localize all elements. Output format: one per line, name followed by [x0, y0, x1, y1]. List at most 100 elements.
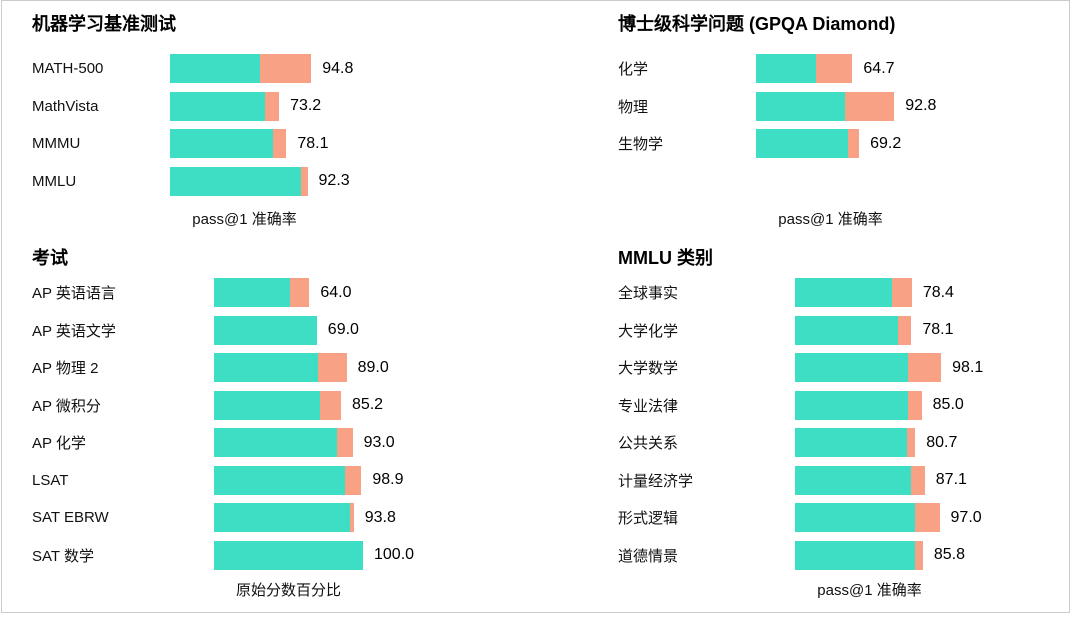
panel-ml-benchmarks: 机器学习基准测试 MATH-500 94.8 MathVista 73.2 MMMU 78… — [32, 13, 472, 235]
bar-segment-base — [170, 91, 266, 121]
axis-label: 原始分数百分比 — [235, 582, 341, 599]
bar-segment-base — [756, 91, 846, 121]
category-label: 大学数学 — [618, 360, 679, 377]
category-label: 计量经济学 — [618, 472, 694, 490]
bar-segment-gain — [914, 540, 923, 570]
bar-track: 69.0 — [214, 315, 363, 345]
bar-track: 78.4 — [795, 278, 954, 307]
category-label: MMMU — [32, 135, 81, 152]
bar-row: 计量经济学 87.1 — [618, 465, 967, 495]
bar-value-label: 94.8 — [322, 59, 354, 77]
bar-track: 98.9 — [214, 465, 404, 495]
bar-segment-gain — [892, 278, 912, 307]
bar-track: 100.0 — [214, 540, 414, 570]
panel-mmlu-categories: MMLU 类别 全球事实 78.4 大学化学 78.1 大学数学 98.1 专业法律 85.0… — [618, 247, 1058, 601]
bar-row: AP 化学 93.0 — [32, 428, 395, 457]
bar-segment-base — [214, 428, 338, 457]
bar-track: 89.0 — [214, 353, 389, 382]
bar-value-label: 64.7 — [863, 59, 895, 77]
bar-value-label: 69.0 — [327, 321, 359, 338]
bar-segment-gain — [349, 503, 354, 532]
bar-rows: AP 英语语言 64.0 AP 英语文学 69.0 AP 物理 2 89.0 AP 微积分 8… — [32, 278, 414, 578]
axis-label: pass@1 准确率 — [817, 582, 922, 599]
bar-row: 道德情景 85.8 — [618, 540, 965, 570]
axis-label: pass@1 准确率 — [778, 211, 883, 228]
bar-segment-gain — [911, 465, 925, 495]
bar-track: 92.8 — [756, 91, 936, 121]
category-label: MMLU — [32, 172, 77, 190]
panel-title: MMLU 类别 — [618, 248, 713, 268]
bar-row: 物理 92.8 — [618, 91, 936, 121]
bar-segment-base — [795, 278, 893, 307]
bar-segment-base — [170, 129, 273, 158]
bar-row: MATH-500 94.8 — [32, 54, 353, 83]
bar-segment-gain — [816, 54, 853, 83]
category-label: AP 微积分 — [32, 397, 101, 415]
category-label: 公共关系 — [618, 435, 679, 452]
category-label: 物理 — [618, 98, 649, 116]
bar-rows: 化学 64.7 物理 92.8 生物学 69.2 — [618, 54, 936, 167]
bar-row: MathVista 73.2 — [32, 91, 322, 121]
bar-segment-base — [214, 390, 321, 420]
panel-title: 机器学习基准测试 — [32, 14, 176, 34]
category-label: LSAT — [32, 471, 69, 489]
bar-segment-base — [214, 278, 291, 307]
category-label: 化学 — [618, 61, 649, 78]
bar-value-label: 98.9 — [372, 471, 404, 488]
category-label: SAT 数学 — [32, 547, 94, 565]
category-label: 生物学 — [618, 136, 664, 153]
bar-value-label: 85.8 — [933, 546, 965, 563]
bar-row: 公共关系 80.7 — [618, 428, 957, 457]
bar-track: 94.8 — [170, 54, 353, 83]
bar-segment-gain — [259, 54, 312, 83]
bar-value-label: 78.4 — [922, 283, 954, 301]
panel-title: 考试 — [32, 248, 68, 268]
bar-track: 80.7 — [795, 428, 957, 457]
bar-segment-base — [756, 129, 848, 158]
bar-value-label: 93.8 — [364, 508, 396, 526]
bar-row: AP 英语语言 64.0 — [32, 278, 363, 307]
bar-rows: MATH-500 94.8 MathVista 73.2 MMMU 78.1 MMLU 92.… — [32, 54, 353, 204]
bar-value-label: 80.7 — [926, 433, 958, 451]
bar-segment-base — [795, 353, 908, 382]
category-label: MathVista — [32, 97, 99, 115]
bar-row: 专业法律 85.0 — [618, 390, 964, 420]
bar-row: SAT 数学 100.0 — [32, 540, 414, 570]
panel-exams: 考试 AP 英语语言 64.0 AP 英语文学 69.0 AP 物理 2 89.0 AP 微… — [32, 247, 472, 601]
bar-value-label: 85.0 — [932, 396, 964, 413]
bar-track: 92.3 — [170, 166, 350, 196]
bar-row: MMMU 78.1 — [32, 129, 329, 158]
bar-row: AP 物理 2 89.0 — [32, 353, 389, 382]
bar-segment-base — [795, 540, 915, 570]
bar-track: 69.2 — [756, 129, 905, 158]
bar-segment-base — [214, 353, 318, 382]
bar-value-label: 73.2 — [290, 97, 322, 114]
bar-segment-gain — [908, 390, 922, 420]
bar-segment-gain — [272, 129, 287, 158]
bar-segment-gain — [914, 503, 940, 532]
bar-row: 生物学 69.2 — [618, 129, 905, 158]
bar-segment-base — [795, 428, 908, 457]
bar-segment-base — [170, 166, 302, 196]
bar-value-label: 92.3 — [318, 172, 350, 189]
bar-segment-base — [214, 465, 346, 495]
bar-segment-gain — [301, 166, 308, 196]
bar-segment-base — [795, 390, 909, 420]
bar-track: 87.1 — [795, 465, 967, 495]
category-label: 大学化学 — [618, 322, 679, 340]
bar-segment-gain — [290, 278, 310, 307]
panel-gpqa-diamond: 博士级科学问题 (GPQA Diamond) 化学 64.7 物理 92.8 生物学 69… — [618, 13, 1058, 235]
bar-value-label: 64.0 — [320, 283, 352, 301]
bar-track: 64.7 — [756, 54, 905, 83]
bar-row: 形式逻辑 97.0 — [618, 503, 982, 532]
bar-segment-base — [170, 54, 260, 83]
bar-value-label: 93.0 — [363, 433, 395, 451]
category-label: 专业法律 — [618, 397, 679, 415]
bar-track: 85.0 — [795, 390, 964, 420]
bar-segment-base — [214, 315, 317, 345]
bar-segment-gain — [845, 91, 895, 121]
bar-row: AP 英语文学 69.0 — [32, 315, 363, 345]
bar-row: AP 微积分 85.2 — [32, 390, 383, 420]
category-label: AP 物理 2 — [32, 360, 99, 377]
bar-track: 93.0 — [214, 428, 395, 457]
